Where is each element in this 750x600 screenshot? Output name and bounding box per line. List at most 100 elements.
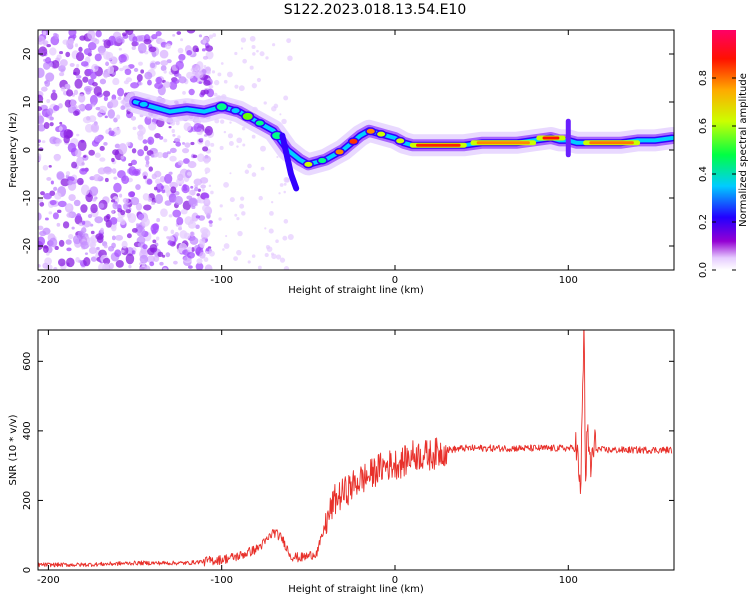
- spectrogram-noise-blob: [60, 86, 66, 92]
- spectrogram-noise-blob: [183, 232, 191, 240]
- spectrogram-noise-blob: [281, 118, 287, 125]
- spectrogram-noise-blob: [120, 155, 124, 160]
- spectrogram-noise-blob: [203, 89, 209, 95]
- spectrogram-noise-blob: [159, 135, 164, 140]
- spectrogram-noise-blob: [62, 221, 70, 229]
- spectrogram-noise-blob: [130, 159, 138, 165]
- spectrogram-noise-blob: [236, 249, 242, 256]
- spectrogram-noise-blob: [142, 193, 150, 201]
- spectrogram-noise-blob: [208, 84, 214, 89]
- spectrogram-noise-blob: [236, 137, 243, 144]
- spectrogram-noise-blob: [99, 78, 107, 85]
- spectrogram-noise-blob: [270, 200, 274, 204]
- spectrogram-noise-blob: [160, 65, 167, 72]
- spectrogram-noise-blob: [251, 44, 256, 49]
- spectrogram-noise-blob: [182, 142, 186, 145]
- spectrogram-noise-blob: [174, 195, 184, 206]
- spectrogram-noise-blob: [201, 48, 206, 52]
- spectrogram-noise-blob: [236, 217, 240, 221]
- spectrogram-noise-blob: [46, 177, 52, 181]
- spectrogram-noise-blob: [148, 166, 154, 172]
- spectrogram-noise-blob: [64, 83, 70, 89]
- spectrogram-noise-blob: [187, 246, 193, 253]
- spectrogram-noise-blob: [88, 149, 95, 156]
- spectrogram-noise-blob: [251, 254, 256, 258]
- spectrogram-noise-blob: [251, 82, 258, 89]
- spectrogram-noise-blob: [229, 197, 235, 203]
- spectrogram-noise-blob: [193, 122, 203, 132]
- spectrogram-noise-blob: [260, 145, 266, 152]
- spectrogram-noise-blob: [83, 48, 92, 56]
- spectrogram-noise-blob: [279, 113, 282, 116]
- spectrogram-noise-blob: [46, 98, 51, 104]
- spectrogram-noise-blob: [139, 265, 148, 270]
- spectrogram-noise-blob: [223, 130, 227, 134]
- spectrogram-noise-blob: [97, 45, 106, 54]
- spectrogram-marks: [38, 30, 674, 270]
- spectrogram-noise-blob: [219, 145, 224, 150]
- spectrogram-noise-blob: [81, 220, 86, 225]
- spectrogram-noise-blob: [177, 47, 184, 54]
- spectrogram-noise-blob: [198, 34, 203, 38]
- spectrogram-noise-blob: [237, 230, 243, 237]
- spectrogram-x-tick-label: 0: [392, 275, 398, 286]
- spectrogram-noise-blob: [165, 43, 172, 50]
- spectrogram-noise-blob: [146, 178, 153, 185]
- spectrogram-noise-blob: [114, 43, 118, 46]
- spectrogram-noise-blob: [53, 154, 61, 162]
- spectrogram-noise-blob: [52, 212, 59, 220]
- snr-y-label: SNR (10 * v/v): [8, 414, 19, 485]
- spectrogram-noise-blob: [191, 212, 199, 222]
- spectrogram-noise-blob: [141, 263, 146, 268]
- spectrogram-noise-blob: [125, 30, 134, 36]
- colorbar-scale: [712, 30, 736, 270]
- spectrogram-noise-blob: [244, 169, 250, 174]
- snr-x-tick-label: 100: [559, 575, 578, 586]
- spectrogram-noise-blob: [75, 74, 82, 79]
- spectrogram-noise-blob: [193, 178, 203, 186]
- spectrogram-noise-blob: [71, 226, 75, 230]
- spectrogram-noise-blob: [268, 228, 274, 234]
- spectrogram-noise-blob: [115, 234, 124, 241]
- spectrogram-noise-blob: [118, 143, 128, 155]
- spectrogram-noise-blob: [148, 46, 157, 53]
- spectrogram-noise-blob: [130, 196, 140, 206]
- spectrogram-noise-blob: [113, 117, 118, 123]
- spectrogram-noise-blob: [271, 253, 277, 260]
- spectrogram-noise-blob: [99, 145, 105, 151]
- spectrogram-noise-blob: [38, 212, 42, 221]
- spectrogram-noise-blob: [150, 153, 155, 158]
- spectrogram-noise-blob: [65, 257, 75, 268]
- spectrogram-peak: [377, 131, 386, 137]
- spectrogram-noise-blob: [105, 61, 110, 67]
- spectrogram-noise-blob: [78, 46, 83, 53]
- spectrogram-noise-blob: [107, 65, 115, 75]
- spectrogram-noise-blob: [58, 239, 65, 247]
- spectrogram-noise-blob: [100, 227, 104, 233]
- spectrogram-noise-blob: [69, 62, 75, 67]
- spectrogram-noise-blob: [132, 36, 138, 43]
- spectrogram-noise-blob: [249, 35, 256, 42]
- spectrogram-noise-blob: [112, 72, 117, 76]
- spectrogram-noise-blob: [99, 157, 106, 162]
- spectrogram-noise-blob: [113, 182, 122, 193]
- spectrogram-noise-blob: [178, 76, 187, 84]
- spectrogram-noise-blob: [211, 70, 216, 74]
- spectrogram-noise-blob: [43, 245, 48, 249]
- spectrogram-noise-blob: [204, 264, 213, 270]
- spectrogram-noise-blob: [160, 208, 168, 217]
- spectrogram-noise-blob: [48, 165, 52, 168]
- spectrogram-noise-blob: [38, 147, 44, 152]
- spectrogram-noise-blob: [95, 30, 102, 38]
- figure-title: S122.2023.018.13.54.E10: [284, 2, 467, 18]
- spectrogram-peak: [216, 103, 227, 111]
- spectrogram-noise-blob: [56, 171, 65, 180]
- spectrogram-noise-blob: [88, 115, 97, 123]
- spectrogram-noise-blob: [252, 52, 256, 56]
- colorbar-tick-label: 0.2: [698, 214, 709, 230]
- spectrogram-noise-blob: [152, 223, 160, 231]
- spectrogram-noise-blob: [151, 201, 156, 206]
- spectrogram-noise-blob: [54, 245, 59, 251]
- spectrogram-peak: [139, 101, 148, 107]
